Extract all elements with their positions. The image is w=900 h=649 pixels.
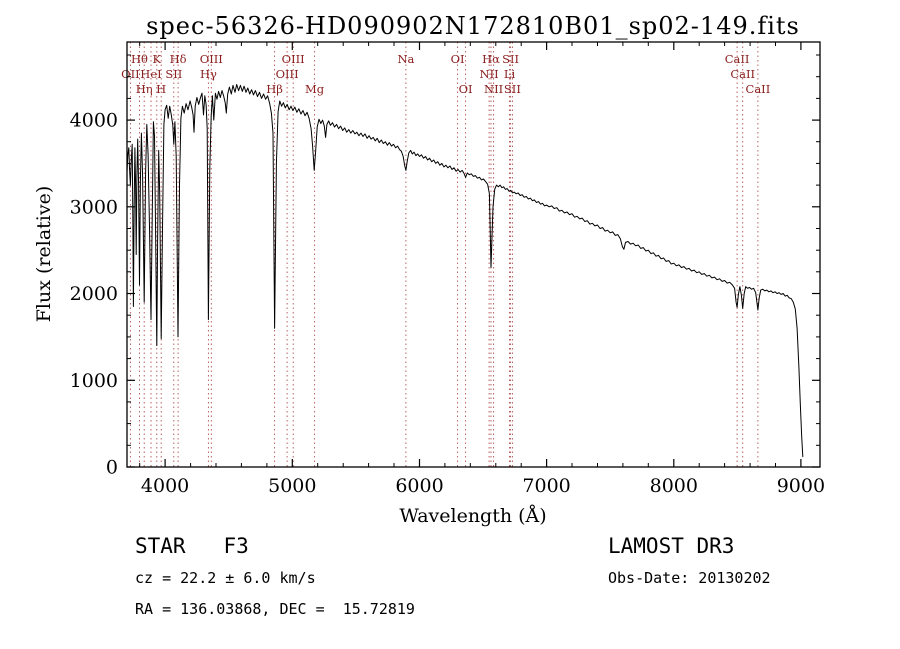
svg-text:8000: 8000 xyxy=(650,475,698,497)
svg-text:Hβ: Hβ xyxy=(266,82,283,96)
svg-text:CaII: CaII xyxy=(725,52,750,66)
ra-dec-value: RA = 136.03868, DEC = 15.72819 xyxy=(135,600,415,618)
svg-text:K: K xyxy=(153,52,162,66)
svg-text:SII: SII xyxy=(165,67,182,81)
svg-text:HeI: HeI xyxy=(140,67,161,81)
svg-text:Mg: Mg xyxy=(305,82,325,96)
svg-text:Hδ: Hδ xyxy=(170,52,187,66)
svg-text:Hα: Hα xyxy=(482,52,500,66)
obs-date-value: Obs-Date: 20130202 xyxy=(608,569,771,587)
axes: 4000 5000 6000 7000 8000 9000 0 1000 2000 3000 400… xyxy=(70,41,825,497)
svg-text:OIII: OIII xyxy=(276,67,299,81)
svg-text:3000: 3000 xyxy=(70,196,118,218)
survey-release-label: LAMOST DR3 xyxy=(608,534,735,558)
plot-title: spec-56326-HD090902N172810B01_sp02-149.f… xyxy=(146,12,800,40)
svg-text:CaII: CaII xyxy=(746,82,771,96)
svg-text:5000: 5000 xyxy=(268,475,316,497)
svg-text:9000: 9000 xyxy=(777,475,825,497)
object-class-label: STAR F3 xyxy=(135,534,249,558)
x-axis-label: Wavelength (Å) xyxy=(399,505,547,527)
svg-text:OIII: OIII xyxy=(282,52,305,66)
svg-text:1000: 1000 xyxy=(70,370,118,392)
svg-text:4000: 4000 xyxy=(70,110,118,132)
svg-text:7000: 7000 xyxy=(522,475,570,497)
svg-text:NII: NII xyxy=(484,82,503,96)
svg-text:OIII: OIII xyxy=(200,52,223,66)
svg-text:0: 0 xyxy=(106,457,118,479)
svg-text:Hγ: Hγ xyxy=(200,67,217,81)
svg-text:Li: Li xyxy=(504,67,516,81)
svg-text:CaII: CaII xyxy=(730,67,755,81)
svg-text:OI: OI xyxy=(459,82,473,96)
y-axis-label: Flux (relative) xyxy=(33,185,55,323)
svg-text:SII: SII xyxy=(502,52,519,66)
svg-text:Hθ: Hθ xyxy=(131,52,148,66)
spectrum-trace xyxy=(126,84,804,458)
svg-text:NII: NII xyxy=(480,67,499,81)
svg-text:Hη: Hη xyxy=(136,82,153,96)
cz-value: cz = 22.2 ± 6.0 km/s xyxy=(135,569,316,587)
svg-text:H: H xyxy=(156,82,166,96)
svg-text:2000: 2000 xyxy=(70,283,118,305)
svg-text:6000: 6000 xyxy=(395,475,443,497)
svg-text:SII: SII xyxy=(504,82,521,96)
svg-text:Na: Na xyxy=(397,52,414,66)
svg-text:4000: 4000 xyxy=(141,475,189,497)
svg-text:OII: OII xyxy=(121,67,140,81)
svg-text:OI: OI xyxy=(451,52,465,66)
